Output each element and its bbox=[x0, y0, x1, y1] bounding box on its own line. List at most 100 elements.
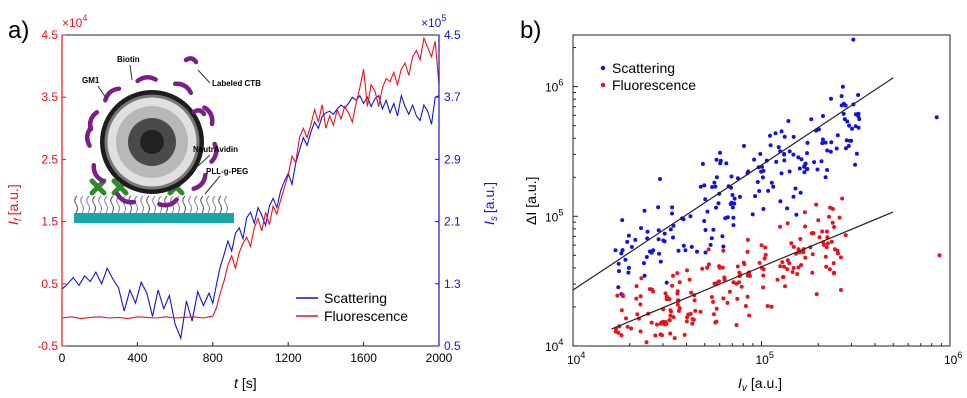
point-scattering bbox=[835, 133, 840, 138]
point-scattering bbox=[782, 152, 787, 157]
point-scattering bbox=[656, 228, 661, 233]
point-fluorescence bbox=[787, 261, 792, 266]
panel-a-label: a) bbox=[8, 17, 29, 44]
panel-b-data bbox=[572, 37, 942, 345]
point-scattering bbox=[776, 145, 781, 150]
point-scattering bbox=[724, 161, 729, 166]
point-fluorescence bbox=[840, 196, 845, 201]
ctb-protein bbox=[157, 197, 179, 208]
peg-chain bbox=[188, 195, 192, 214]
point-fluorescence bbox=[691, 317, 696, 322]
point-scattering bbox=[702, 219, 707, 223]
point-scattering bbox=[768, 133, 772, 138]
point-fluorescence bbox=[783, 284, 787, 289]
point-scattering bbox=[713, 184, 718, 189]
panel-a-x-axis-title: t [s] bbox=[234, 375, 257, 391]
point-fluorescence bbox=[814, 202, 819, 207]
point-fluorescence bbox=[830, 220, 835, 225]
point-scattering bbox=[703, 197, 708, 202]
point-scattering bbox=[823, 140, 828, 145]
point-fluorescence bbox=[739, 284, 744, 289]
point-fluorescence bbox=[735, 264, 740, 269]
point-fluorescence bbox=[817, 235, 822, 240]
point-fluorescence bbox=[705, 265, 710, 270]
point-fluorescence bbox=[711, 299, 715, 304]
panel-b-axes: 104 105 106 104 105 106 bbox=[545, 47, 962, 367]
point-fluorescence bbox=[653, 333, 658, 338]
panel-a: a) GM1 Biotin Labeled CTB NeutrAvidin PL… bbox=[5, 13, 500, 391]
point-scattering bbox=[848, 138, 852, 143]
x-tick-label: 106 bbox=[944, 350, 962, 367]
point-fluorescence bbox=[830, 206, 835, 211]
point-fluorescence bbox=[735, 296, 740, 301]
point-scattering bbox=[755, 180, 760, 184]
point-scattering bbox=[779, 171, 784, 176]
point-fluorescence bbox=[763, 245, 768, 250]
point-fluorescence bbox=[677, 280, 682, 285]
point-scattering bbox=[645, 236, 650, 241]
point-scattering bbox=[934, 115, 939, 120]
point-scattering bbox=[664, 280, 669, 285]
point-scattering bbox=[856, 93, 861, 97]
point-scattering bbox=[787, 149, 792, 154]
point-scattering bbox=[720, 234, 725, 239]
point-scattering bbox=[828, 149, 833, 154]
point-scattering bbox=[642, 273, 647, 278]
series-line-scattering bbox=[61, 93, 440, 341]
point-scattering bbox=[731, 215, 736, 220]
point-fluorescence bbox=[831, 261, 836, 266]
point-fluorescence bbox=[644, 340, 649, 345]
point-scattering bbox=[853, 124, 858, 129]
point-fluorescence bbox=[759, 243, 764, 248]
series-line-fluorescence bbox=[61, 36, 440, 320]
point-scattering bbox=[670, 211, 674, 216]
y-tick-label: 106 bbox=[545, 78, 563, 95]
point-scattering bbox=[825, 148, 830, 153]
point-scattering bbox=[825, 168, 830, 172]
pointer-biotin bbox=[129, 64, 133, 81]
point-scattering bbox=[834, 146, 839, 151]
point-fluorescence bbox=[667, 297, 672, 302]
point-fluorescence bbox=[743, 304, 748, 308]
peg-chain bbox=[116, 195, 120, 214]
pointer-pll-g-peg bbox=[204, 175, 221, 195]
point-scattering bbox=[853, 162, 858, 167]
point-scattering bbox=[703, 228, 708, 232]
x-tick-label: 1200 bbox=[275, 351, 302, 365]
point-scattering bbox=[782, 158, 787, 163]
point-fluorescence bbox=[757, 260, 762, 265]
point-fluorescence bbox=[670, 283, 675, 288]
point-scattering bbox=[668, 227, 673, 232]
right-y-tick-label: 2.9 bbox=[444, 152, 461, 166]
point-fluorescence bbox=[798, 237, 803, 241]
point-fluorescence bbox=[780, 260, 785, 265]
point-scattering bbox=[850, 126, 854, 131]
point-scattering bbox=[681, 243, 686, 248]
point-fluorescence bbox=[763, 252, 768, 257]
point-scattering bbox=[616, 261, 621, 266]
point-fluorescence bbox=[682, 332, 687, 337]
point-scattering bbox=[656, 237, 661, 242]
point-fluorescence bbox=[803, 224, 808, 229]
point-fluorescence bbox=[816, 218, 821, 223]
point-fluorescence bbox=[706, 262, 711, 267]
point-scattering bbox=[729, 200, 734, 205]
point-fluorescence bbox=[727, 289, 732, 294]
point-scattering bbox=[657, 251, 662, 256]
point-scattering bbox=[626, 233, 631, 238]
substrate-surface bbox=[74, 213, 234, 223]
point-fluorescence bbox=[650, 287, 654, 292]
point-scattering bbox=[791, 194, 796, 199]
point-scattering bbox=[761, 207, 766, 211]
ctb-protein bbox=[135, 75, 158, 84]
point-scattering bbox=[799, 157, 804, 162]
point-fluorescence bbox=[671, 273, 675, 278]
peg-chain bbox=[206, 195, 210, 214]
peg-chain bbox=[80, 195, 84, 214]
peg-chain bbox=[86, 195, 90, 214]
pointer-labeled-ctb bbox=[197, 69, 211, 84]
point-scattering bbox=[625, 239, 630, 244]
point-scattering bbox=[708, 242, 713, 247]
point-fluorescence bbox=[814, 292, 819, 297]
peg-chain bbox=[104, 195, 108, 214]
